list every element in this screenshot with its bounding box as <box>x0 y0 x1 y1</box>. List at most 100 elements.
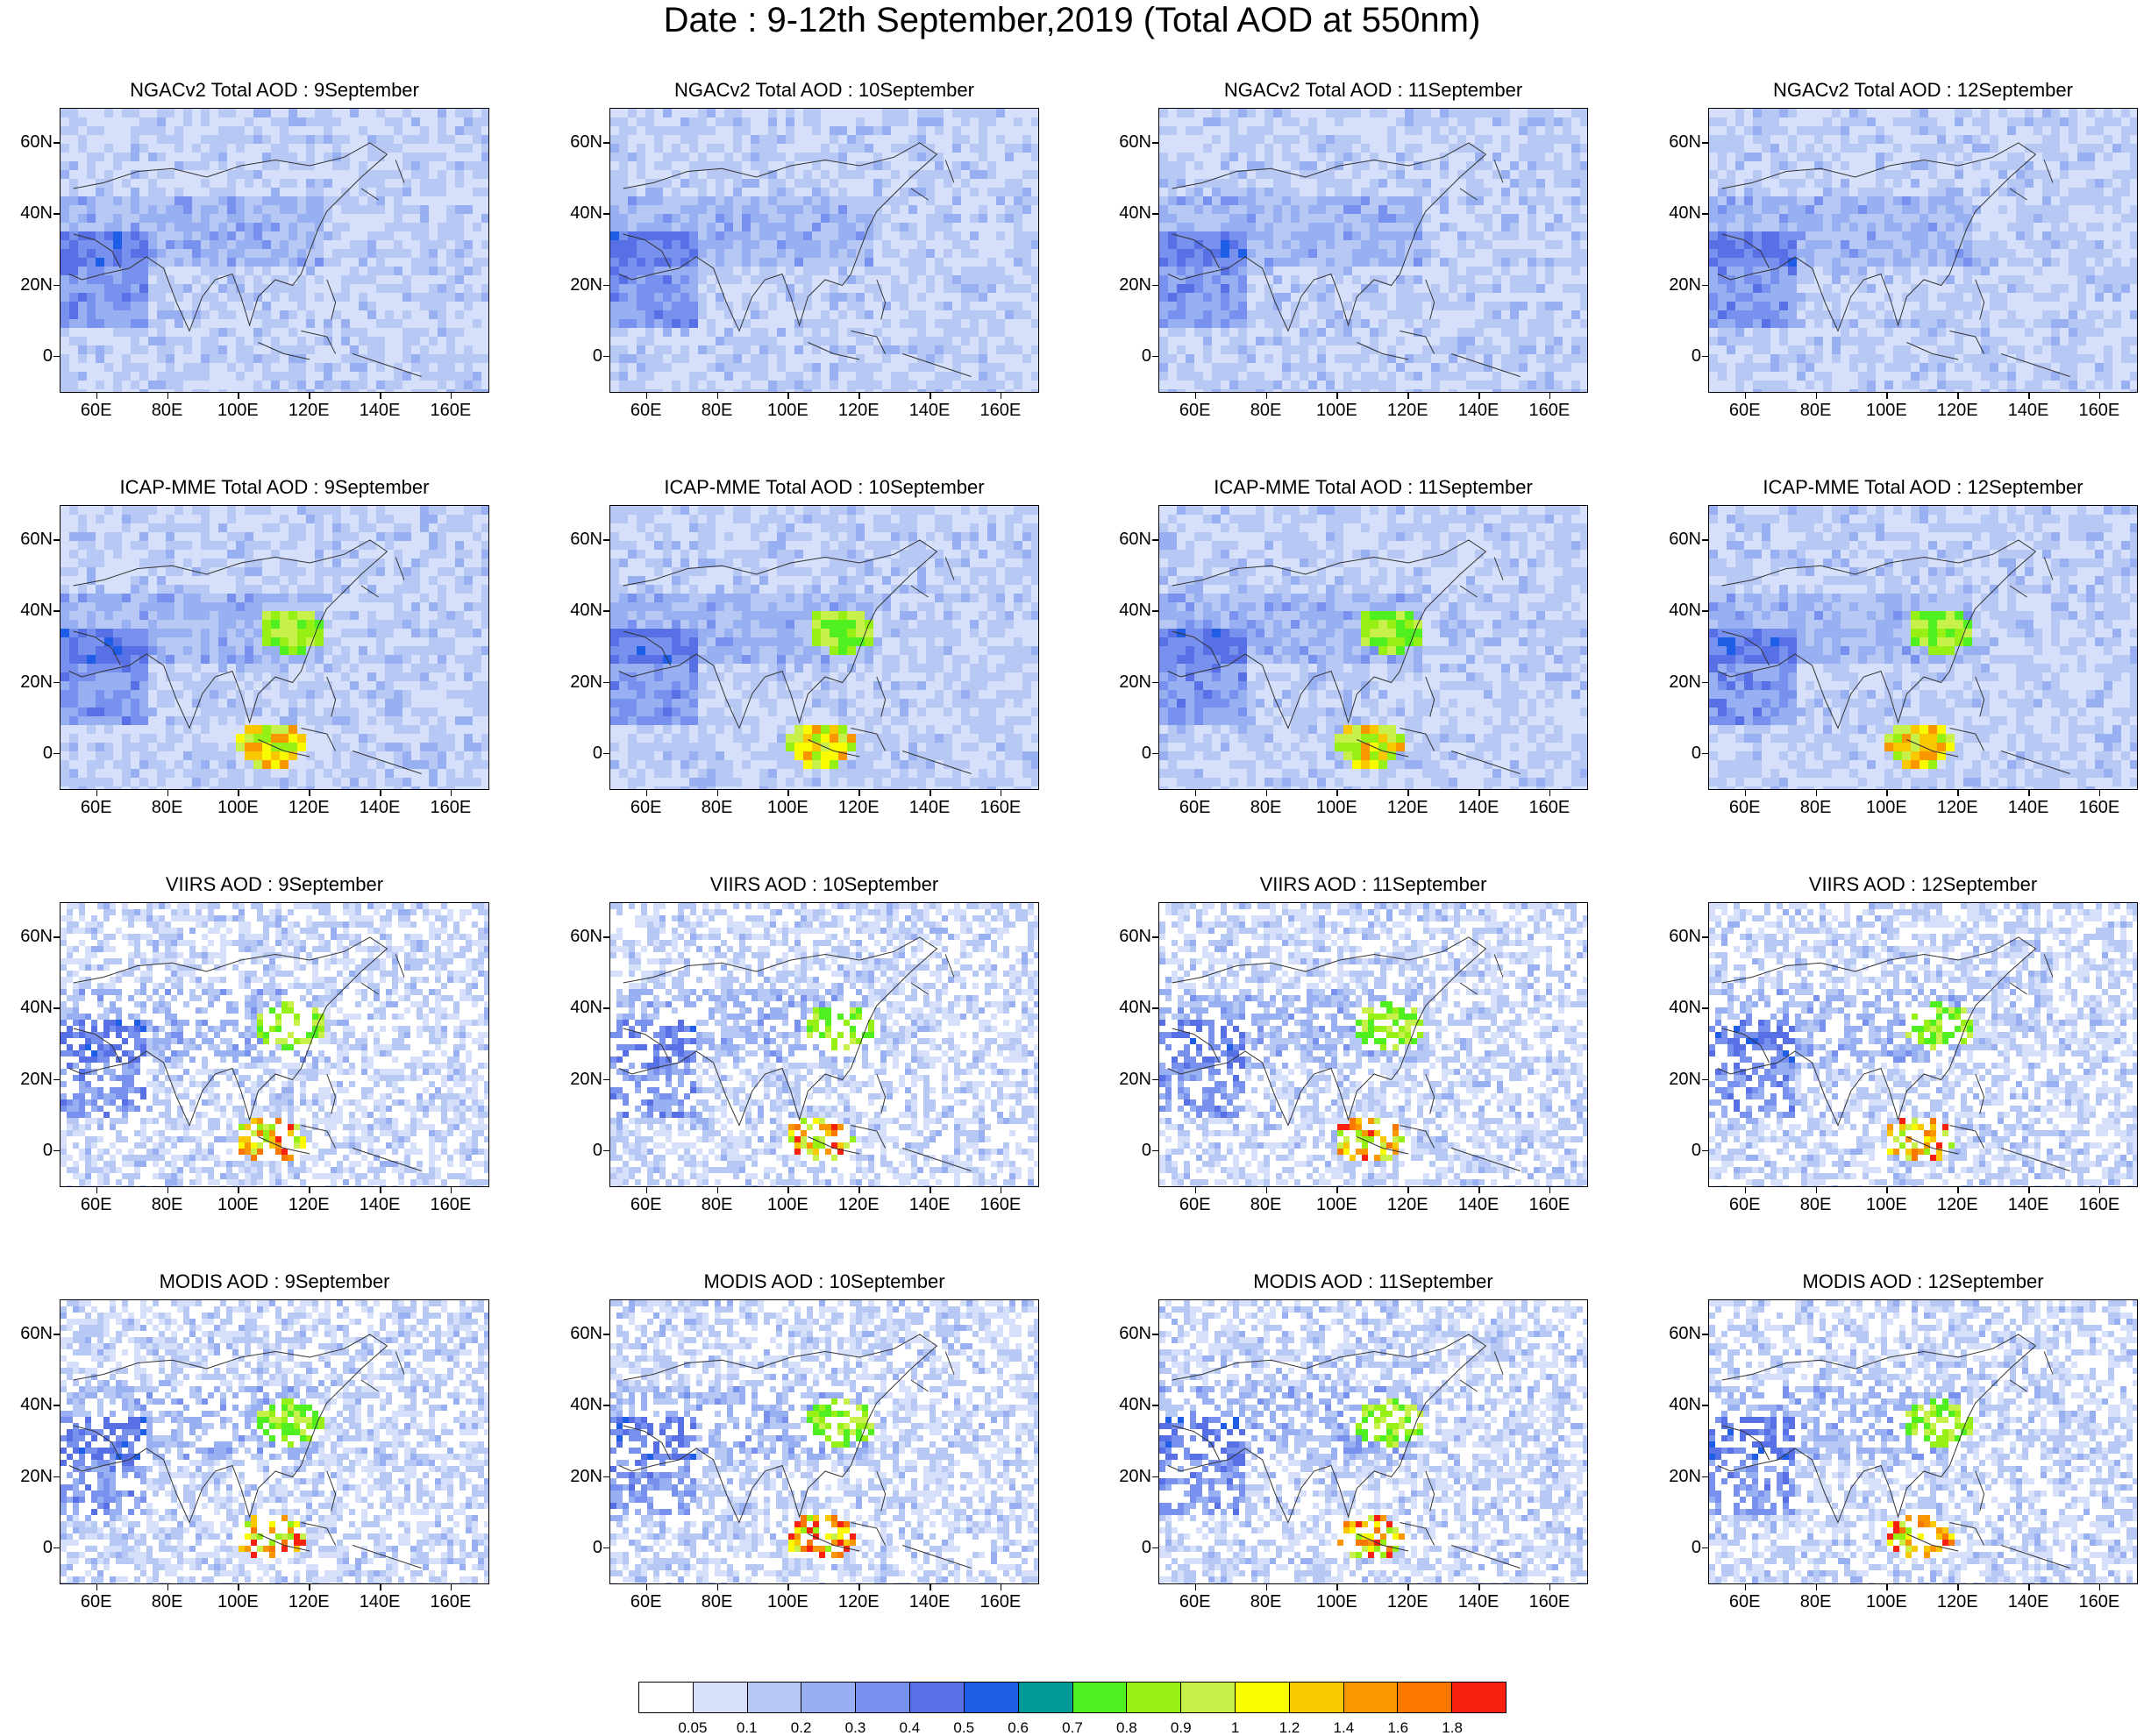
colorbar-label: 0.5 <box>937 1720 990 1735</box>
latitude-label: 60N <box>1649 1325 1701 1342</box>
panel-title: MODIS AOD : 10September <box>609 1270 1039 1293</box>
lon-tick <box>1815 1584 1817 1590</box>
longitude-label: 80E <box>137 1196 198 1213</box>
latitude-label: 0 <box>550 1539 602 1556</box>
longitude-label: 100E <box>207 799 268 816</box>
longitude-label: 120E <box>1927 799 1988 816</box>
colorbar-label: 0.05 <box>666 1720 719 1735</box>
longitude-label: 100E <box>1856 799 1917 816</box>
lat-tick <box>1702 213 1708 215</box>
lat-tick <box>603 1007 609 1009</box>
colorbar-swatch <box>1289 1683 1344 1712</box>
panel-title: ICAP-MME Total AOD : 10September <box>609 476 1039 499</box>
lon-tick <box>167 393 168 399</box>
longitude-label: 120E <box>828 1196 889 1213</box>
lon-tick <box>1265 1584 1267 1590</box>
lat-tick <box>1702 1078 1708 1080</box>
map-frame <box>60 505 489 790</box>
lon-tick <box>1000 1187 1002 1193</box>
longitude-label: 160E <box>420 1196 481 1213</box>
map-panel: ICAP-MME Total AOD : 11September 60N 40N 20… <box>1099 476 1625 844</box>
longitude-label: 160E <box>420 1593 481 1611</box>
aod-map <box>61 903 488 1186</box>
longitude-label: 120E <box>278 402 339 419</box>
longitude-label: 100E <box>207 1593 268 1611</box>
lon-tick <box>787 1187 789 1193</box>
lat-tick <box>53 752 60 755</box>
latitude-label: 20N <box>1649 276 1701 294</box>
latitude-label: 0 <box>0 1142 53 1159</box>
longitude-label: 100E <box>1856 1593 1917 1611</box>
lon-tick <box>1815 790 1817 796</box>
lon-tick <box>238 1584 239 1590</box>
panel-title: ICAP-MME Total AOD : 11September <box>1158 476 1588 499</box>
lat-tick <box>1702 1476 1708 1477</box>
panel-title: VIIRS AOD : 10September <box>609 873 1039 896</box>
lon-tick <box>1957 1187 1959 1193</box>
lat-tick <box>1702 1334 1708 1335</box>
latitude-label: 20N <box>550 276 602 294</box>
lon-tick <box>1815 1187 1817 1193</box>
latitude-label: 0 <box>1649 1142 1701 1159</box>
lon-tick <box>716 790 718 796</box>
lon-tick <box>380 790 381 796</box>
lon-tick <box>309 790 310 796</box>
lat-tick <box>1702 1405 1708 1406</box>
latitude-label: 0 <box>0 347 53 365</box>
lon-tick <box>858 393 860 399</box>
panel-title: MODIS AOD : 11September <box>1158 1270 1588 1293</box>
lat-tick <box>1152 539 1158 541</box>
longitude-label: 120E <box>1927 1593 1988 1611</box>
lat-tick <box>53 142 60 144</box>
longitude-label: 120E <box>828 402 889 419</box>
colorbar-swatch <box>1072 1683 1128 1712</box>
longitude-label: 100E <box>1306 402 1367 419</box>
longitude-label: 100E <box>207 402 268 419</box>
lon-tick <box>309 393 310 399</box>
longitude-label: 100E <box>1856 1196 1917 1213</box>
map-panel: ICAP-MME Total AOD : 10September 60N 40N 20… <box>550 476 1076 844</box>
longitude-label: 120E <box>1377 799 1438 816</box>
map-frame <box>1158 902 1588 1187</box>
lat-tick <box>53 936 60 938</box>
aod-map <box>1159 903 1587 1186</box>
lon-tick <box>645 1187 648 1193</box>
latitude-label: 40N <box>550 999 602 1016</box>
colorbar-label: 0.7 <box>1046 1720 1099 1735</box>
longitude-label: 140E <box>349 799 410 816</box>
lat-tick <box>53 1476 60 1477</box>
longitude-label: 160E <box>420 799 481 816</box>
longitude-label: 140E <box>899 799 960 816</box>
latitude-label: 0 <box>0 1539 53 1556</box>
lon-tick <box>2098 1187 2101 1193</box>
map-frame <box>60 108 489 393</box>
longitude-label: 60E <box>1714 799 1776 816</box>
map-panel: VIIRS AOD : 11September 60N 40N 20N 0 60E 80E 1… <box>1099 873 1625 1242</box>
colorbar-swatch <box>856 1683 911 1712</box>
longitude-label: 140E <box>1998 799 2059 816</box>
lat-tick <box>603 142 609 144</box>
longitude-label: 160E <box>1519 1196 1580 1213</box>
longitude-label: 60E <box>66 799 127 816</box>
colorbar-swatch <box>1452 1683 1506 1712</box>
panel-title: VIIRS AOD : 9September <box>60 873 489 896</box>
lon-tick <box>1407 1187 1409 1193</box>
lat-tick <box>603 681 609 683</box>
latitude-label: 20N <box>550 1071 602 1088</box>
lon-tick <box>450 393 452 399</box>
longitude-label: 80E <box>1785 1593 1847 1611</box>
longitude-label: 80E <box>1785 402 1847 419</box>
lat-tick <box>1152 1334 1158 1335</box>
map-panel: NGACv2 Total AOD : 12September 60N 40N 20N 0… <box>1649 79 2144 447</box>
map-frame <box>60 902 489 1187</box>
map-frame <box>609 1299 1039 1584</box>
lat-tick <box>1702 1007 1708 1009</box>
map-frame <box>1158 505 1588 790</box>
colorbar-swatch <box>1181 1683 1236 1712</box>
coastline <box>1717 1334 2070 1569</box>
lon-tick <box>930 1584 931 1590</box>
latitude-label: 40N <box>0 1396 53 1413</box>
colorbar-swatch <box>747 1683 802 1712</box>
panel-title: ICAP-MME Total AOD : 9September <box>60 476 489 499</box>
latitude-label: 20N <box>0 1071 53 1088</box>
